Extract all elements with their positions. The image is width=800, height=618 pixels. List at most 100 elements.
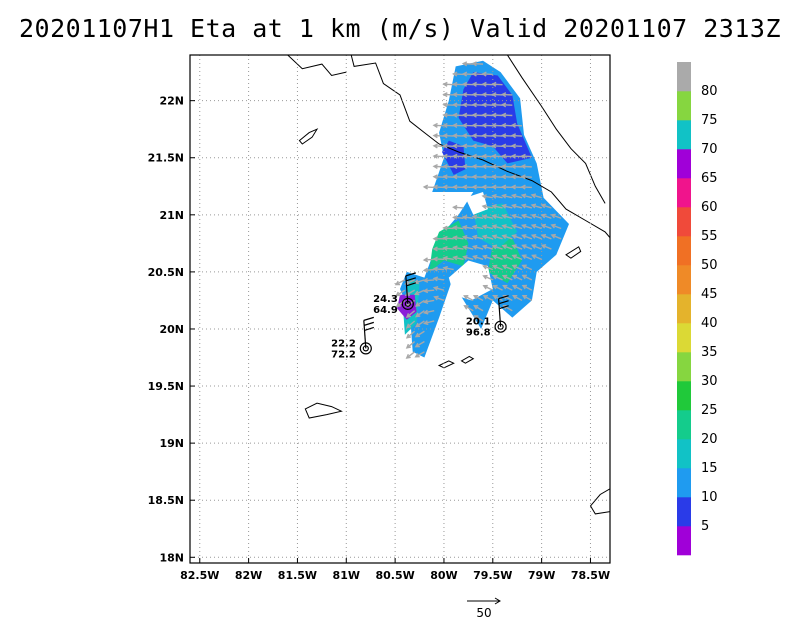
wind-arrow-34 [492, 284, 503, 291]
wind-arrow-77 [521, 244, 533, 250]
wind-arrow-169 [510, 153, 523, 159]
station-barb-flag [363, 316, 374, 321]
station-barb-flag [406, 282, 416, 287]
wind-arrow-205 [442, 102, 454, 108]
station-label-top: 24.3 [373, 294, 398, 305]
colorbar-swatch-14 [677, 120, 691, 150]
colorbar-swatch-5 [677, 381, 691, 411]
wind-arrow-153 [452, 164, 464, 170]
colorbar-label-5: 30 [701, 374, 718, 389]
wind-arrow-172 [442, 143, 454, 149]
wind-arrow-186 [491, 133, 503, 139]
wind-arrow-11 [415, 310, 425, 318]
wind-arrow-224 [491, 81, 503, 87]
wind-arrow-43 [482, 274, 494, 281]
wind-arrow-175 [471, 143, 484, 149]
wind-arrow-152 [442, 164, 454, 170]
colorbar-swatch-3 [677, 439, 691, 469]
wind-arrow-128 [520, 193, 533, 199]
wind-arrow-3 [414, 340, 425, 348]
wind-arrow-60 [462, 255, 474, 261]
map-grid [190, 55, 610, 563]
colorbar-swatch-10 [677, 236, 691, 266]
field-gap-1 [465, 192, 488, 215]
wind-arrow-31 [422, 288, 435, 294]
colorbar-label-9: 50 [701, 258, 718, 273]
wind-arrow-111 [511, 213, 523, 219]
wind-arrow-179 [510, 143, 523, 149]
colorbar-swatch-6 [677, 352, 691, 382]
wind-arrow-212 [442, 92, 454, 98]
wind-arrow-177 [491, 143, 503, 149]
chart-title: 20201107H1 Eta at 1 km (m/s) Valid 20201… [18, 14, 781, 43]
wind-arrow-145 [471, 174, 484, 180]
colorbar-swatch-16 [677, 62, 691, 92]
wind-arrow-114 [540, 213, 552, 219]
y-tick-label-0: 18N [159, 551, 184, 564]
coastline-0 [350, 55, 610, 239]
wind-arrow-47 [521, 274, 533, 281]
wind-arrow-37 [521, 284, 533, 291]
colorbar-swatch-11 [677, 207, 691, 237]
wind-arrow-69 [442, 245, 454, 251]
colorbar-swatch-9 [677, 265, 691, 295]
wind-arrow-82 [452, 235, 464, 241]
wind-arrow-154 [461, 164, 474, 170]
reference-arrow-head [494, 597, 501, 605]
wind-arrow-102 [530, 223, 542, 230]
wind-arrow-66 [521, 254, 533, 260]
wind-arrow-164 [461, 153, 474, 159]
x-tick-label-8: 78.5W [571, 569, 610, 582]
island-3 [460, 355, 475, 364]
stations: 22.272.224.364.920.196.8 [331, 272, 509, 360]
wind-arrow-185 [481, 133, 493, 139]
wind-arrow-105 [452, 215, 464, 221]
wind-arrow-93 [442, 225, 454, 231]
wind-arrow-139 [510, 184, 523, 190]
wind-arrow-171 [432, 143, 444, 149]
wind-arrow-51 [482, 264, 494, 271]
wind-arrow-147 [491, 174, 503, 180]
colorbar-label-0: 5 [701, 519, 709, 534]
station-label-bottom: 64.9 [373, 305, 398, 316]
wind-arrow-22 [472, 295, 484, 302]
wind-arrow-112 [520, 213, 533, 219]
wind-arrow-124 [481, 194, 493, 200]
wind-arrow-56 [422, 257, 435, 263]
wind-arrow-197 [510, 122, 523, 128]
wind-arrow-78 [530, 244, 542, 250]
wind-arrow-129 [530, 193, 542, 199]
wind-arrow-2 [405, 340, 416, 349]
x-tick-label-5: 80W [430, 569, 457, 582]
wind-arrow-10 [405, 310, 416, 319]
wind-arrow-58 [442, 255, 454, 261]
wind-arrow-167 [491, 153, 503, 159]
wind-arrow-106 [461, 214, 474, 220]
wind-arrow-157 [491, 164, 503, 170]
colorbar-label-7: 40 [701, 316, 718, 331]
wind-arrow-12 [422, 309, 435, 315]
station-barb-flag [405, 272, 416, 277]
wind-arrow-193 [471, 122, 484, 128]
wind-arrow-36 [511, 284, 523, 291]
wind-arrow-158 [500, 164, 513, 170]
x-tick-label-6: 79.5W [473, 569, 512, 582]
wind-arrow-16 [395, 299, 406, 308]
wind-arrow-19 [422, 299, 435, 305]
wind-arrow-85 [481, 234, 493, 240]
x-axis: 82.5W 82W 81.5W 81W 80.5W 80W 79.5W 79W 78.5W [180, 558, 610, 582]
wind-arrow-230 [471, 61, 484, 67]
wind-arrow-159 [510, 164, 523, 170]
wind-arrow-113 [530, 213, 542, 219]
wind-arrow-110 [501, 214, 513, 219]
wind-arrow-94 [452, 225, 464, 231]
wind-arrow-118 [491, 204, 503, 209]
wind-arrow-84 [471, 234, 484, 240]
wind-arrow-48 [422, 267, 435, 273]
wind-arrow-160 [520, 164, 532, 170]
wind-arrow-4 [405, 330, 416, 339]
wind-arrow-13 [463, 305, 474, 312]
wind-arrow-73 [481, 244, 493, 250]
colorbar-label-8: 45 [701, 287, 718, 302]
